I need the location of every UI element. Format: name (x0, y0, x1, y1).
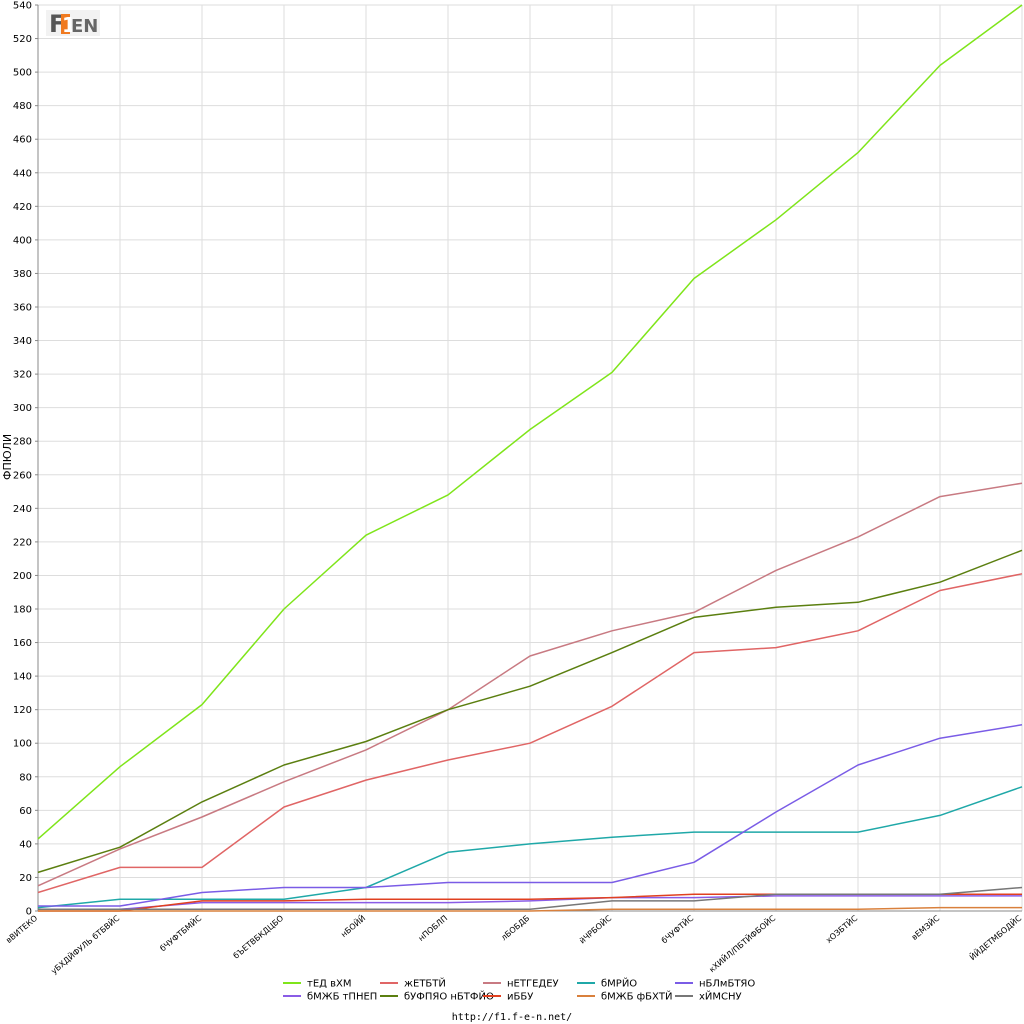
legend: тЕД вХМ жЕТБТЙ нЕТГЕДЕУ бМРЙО нБЛмБТЯО бМЖБ т… (283, 977, 755, 1003)
y-tick-label: 520 (13, 34, 32, 45)
y-tick-label: 180 (13, 605, 32, 616)
x-tick-label: лБОБДБ (499, 914, 531, 943)
y-tick-label: 300 (13, 403, 32, 414)
y-tick-label: 480 (13, 101, 32, 112)
y-tick-label: 40 (19, 839, 32, 850)
y-tick-label: 540 (13, 1, 32, 12)
y-tick-label: 100 (13, 739, 32, 750)
series-line-4 (37, 786, 1023, 909)
y-tick-label: 500 (13, 68, 32, 79)
legend-label-4: бМРЙО (601, 977, 637, 990)
series-lines (37, 4, 1023, 912)
x-tick-label: вЕМЗЙС (909, 912, 942, 942)
legend-label-6: бМЖБ тПНЕП (307, 992, 377, 1003)
svg-text:1: 1 (62, 13, 76, 37)
y-tick-label: 160 (13, 638, 32, 649)
y-tick-label: 460 (13, 135, 32, 146)
y-tick-label: 240 (13, 504, 32, 515)
y-tick-label: 200 (13, 571, 32, 582)
y-axis-ticks: 0 20 40 60 80 100 120 140 160 180 200 220 240 260 280 3… (13, 1, 38, 918)
y-tick-label: 360 (13, 303, 32, 314)
legend-label-5: нБЛмБТЯО (699, 979, 755, 990)
x-axis-ticks: вВИТЕКО уБХДЙФУЛЬ бТБВЙС бЧУФТБМЙС бЪЕТВБКД… (4, 912, 1023, 976)
series-line-2 (37, 573, 1023, 894)
legend-label-8: иББУ (507, 992, 533, 1003)
y-tick-label: 20 (19, 873, 32, 884)
footer-url[interactable]: http://f1.f-e-n.net/ (452, 1012, 572, 1023)
x-tick-label: хОЗБТЙС (823, 912, 860, 945)
svg-text:EN: EN (71, 16, 98, 37)
x-tick-label: бЧУФТЙС (659, 912, 696, 946)
series-line-7 (37, 549, 1023, 874)
y-tick-label: 60 (19, 806, 32, 817)
x-tick-label: кХИЙЛ/ПБТЙФБОЙС (706, 912, 777, 974)
x-tick-label: бЧУФТБМЙС (157, 912, 203, 953)
legend-label-7: бУФПЯО нБТФЙО (404, 990, 494, 1003)
y-tick-label: 440 (13, 168, 32, 179)
x-tick-label: ЙЙДЕТМБОДЙС (967, 912, 1024, 962)
y-tick-label: 120 (13, 705, 32, 716)
grid (37, 4, 1023, 912)
series-line-5 (38, 724, 1023, 907)
x-tick-label: вВИТЕКО (4, 914, 39, 945)
y-tick-label: 340 (13, 336, 32, 347)
y-tick-label: 320 (13, 370, 32, 381)
y-tick-label: 140 (13, 672, 32, 683)
series-line-10 (38, 886, 1023, 911)
x-tick-label: йЧРБОЙС (576, 912, 613, 946)
y-tick-label: 420 (13, 202, 32, 213)
legend-label-2: жЕТБТЙ (404, 977, 446, 990)
series-line-3 (37, 482, 1023, 887)
x-tick-label: бЪЕТВБКДЦБО (232, 914, 286, 961)
y-axis-label: ФПЮЛИ (1, 434, 14, 480)
series-line-1 (37, 4, 1023, 840)
legend-label-9: бМЖБ фБХТЙ (601, 990, 672, 1003)
legend-label-3: нЕТГЕДЕУ (507, 979, 559, 990)
legend-label-1: тЕД вХМ (307, 979, 352, 990)
y-tick-label: 380 (13, 269, 32, 280)
x-tick-label: нБОЙЙ (338, 912, 367, 939)
x-tick-label: уБХДЙФУЛЬ бТБВЙС (48, 912, 121, 976)
series-line-9 (38, 906, 1022, 912)
y-tick-label: 80 (19, 772, 32, 783)
y-tick-label: 280 (13, 437, 32, 448)
f1en-logo: F 1 EN (46, 8, 100, 38)
y-tick-label: 220 (13, 537, 32, 548)
y-tick-label: 400 (13, 235, 32, 246)
y-tick-label: 0 (26, 907, 32, 918)
series-line-6 (38, 895, 1022, 911)
x-tick-label: нПОБЛП (417, 914, 450, 943)
y-tick-label: 260 (13, 470, 32, 481)
legend-label-10: хЙМСНУ (699, 990, 742, 1003)
